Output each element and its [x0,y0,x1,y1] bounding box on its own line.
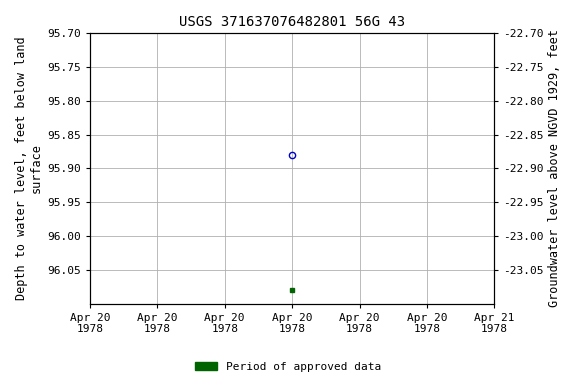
Y-axis label: Groundwater level above NGVD 1929, feet: Groundwater level above NGVD 1929, feet [548,30,561,307]
Y-axis label: Depth to water level, feet below land
surface: Depth to water level, feet below land su… [15,36,43,300]
Legend: Period of approved data: Period of approved data [191,358,385,377]
Title: USGS 371637076482801 56G 43: USGS 371637076482801 56G 43 [179,15,405,29]
